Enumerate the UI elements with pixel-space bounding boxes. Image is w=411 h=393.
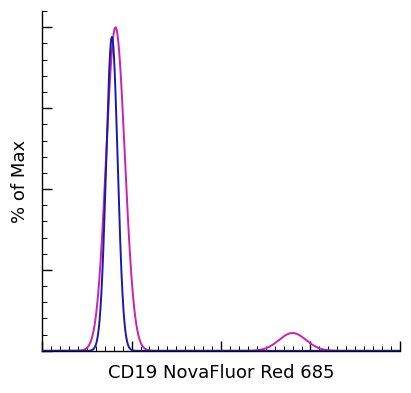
X-axis label: CD19 NovaFluor Red 685: CD19 NovaFluor Red 685 xyxy=(108,364,334,382)
Y-axis label: % of Max: % of Max xyxy=(11,140,29,222)
